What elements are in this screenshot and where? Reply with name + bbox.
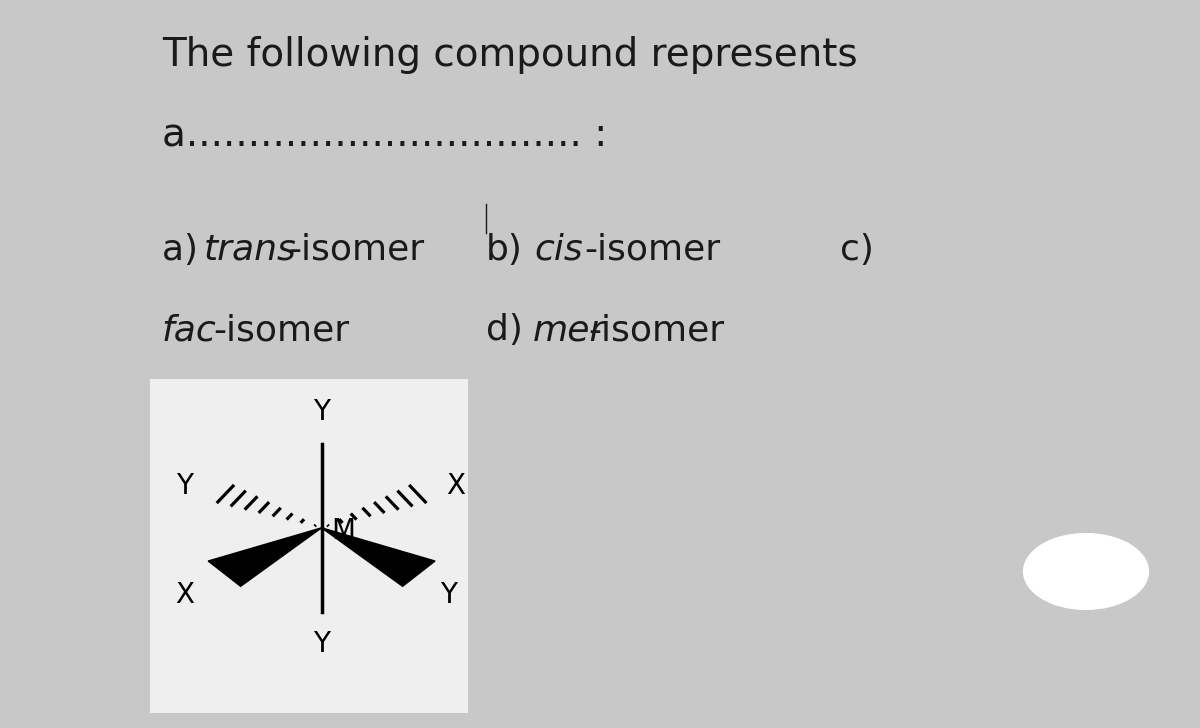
Text: cis: cis [534,233,583,267]
Text: -isomer: -isomer [588,313,724,347]
Text: d): d) [486,313,534,347]
Text: a): a) [162,233,210,267]
Text: Y: Y [313,630,330,657]
Circle shape [1024,534,1148,609]
Text: c): c) [840,233,874,267]
Text: The following compound represents: The following compound represents [162,36,858,74]
Polygon shape [208,528,322,586]
Polygon shape [322,528,436,586]
Text: mer: mer [533,313,605,347]
Text: -isomer: -isomer [584,233,720,267]
Text: X: X [446,472,464,500]
Text: Y: Y [313,398,330,426]
Text: -isomer: -isomer [214,313,349,347]
Text: X: X [175,581,194,609]
Text: fac: fac [162,313,217,347]
FancyBboxPatch shape [150,379,468,713]
Text: Y: Y [175,472,193,500]
Text: a................................ :: a................................ : [162,116,607,154]
Text: -isomer: -isomer [288,233,424,267]
Text: b): b) [486,233,523,267]
Text: M: M [331,518,355,545]
Text: trans: trans [204,233,296,267]
Text: Y: Y [440,581,457,609]
